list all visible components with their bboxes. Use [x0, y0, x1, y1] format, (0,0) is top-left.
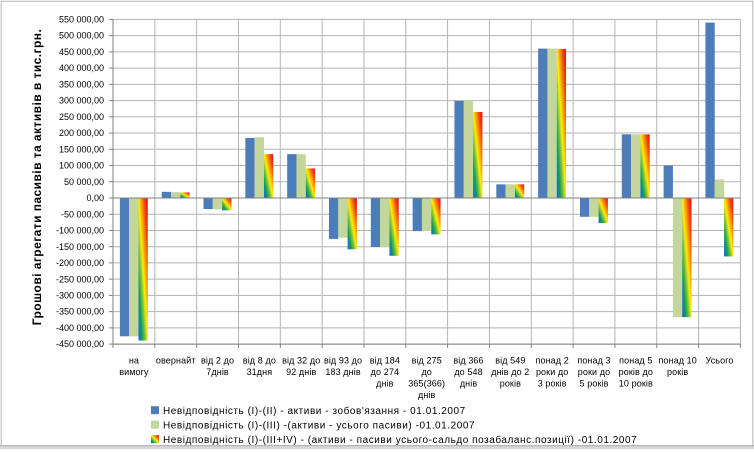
svg-text:92 днів: 92 днів	[286, 367, 316, 377]
svg-text:183 днів: 183 днів	[325, 367, 360, 377]
svg-text:роки до: роки до	[536, 367, 568, 377]
svg-text:-250 000,00: -250 000,00	[56, 274, 104, 284]
svg-text:31дня: 31дня	[247, 367, 273, 377]
svg-text:років: років	[667, 367, 688, 377]
svg-text:250 000,00: 250 000,00	[59, 112, 104, 122]
svg-text:-100 000,00: -100 000,00	[56, 226, 104, 236]
svg-text:-400 000,00: -400 000,00	[56, 323, 104, 333]
svg-text:100 000,00: 100 000,00	[59, 161, 104, 171]
svg-text:-50 000,00: -50 000,00	[61, 209, 104, 219]
svg-text:350 000,00: 350 000,00	[59, 79, 104, 89]
svg-text:200 000,00: 200 000,00	[59, 128, 104, 138]
svg-text:від 549: від 549	[495, 356, 525, 366]
svg-text:150 000,00: 150 000,00	[59, 144, 104, 154]
svg-text:-450 000,00: -450 000,00	[56, 339, 104, 349]
svg-text:до: до	[421, 367, 431, 377]
svg-text:Грошові агрегати пасивів та ак: Грошові агрегати пасивів та активів в ти…	[30, 29, 44, 326]
svg-text:-150 000,00: -150 000,00	[56, 242, 104, 252]
svg-text:років: років	[500, 379, 521, 389]
svg-text:днів: днів	[418, 390, 436, 400]
svg-text:Невідповідність (I)-(III) -(ак: Невідповідність (I)-(III) -(активи - усь…	[163, 420, 475, 431]
svg-text:0,00: 0,00	[86, 193, 104, 203]
svg-text:Невідповідність (I)-(III+IV) -: Невідповідність (I)-(III+IV) - (активи -…	[163, 434, 637, 446]
svg-text:від 8 до: від 8 до	[243, 356, 276, 366]
svg-text:овернайт: овернайт	[156, 356, 196, 366]
svg-text:вимогу: вимогу	[119, 367, 149, 377]
svg-text:років до: років до	[619, 367, 653, 377]
svg-text:понад 5: понад 5	[619, 356, 652, 366]
svg-text:від 184: від 184	[370, 356, 400, 366]
svg-text:5 років: 5 років	[580, 379, 609, 389]
svg-text:500 000,00: 500 000,00	[59, 31, 104, 41]
svg-text:від 32 до: від 32 до	[282, 356, 320, 366]
svg-text:роки до: роки до	[578, 367, 610, 377]
svg-text:Усього: Усього	[705, 356, 733, 366]
svg-text:400 000,00: 400 000,00	[59, 63, 104, 73]
svg-text:до 548: до 548	[454, 367, 482, 377]
svg-text:днів: днів	[460, 379, 478, 389]
svg-text:10 років: 10 років	[619, 379, 653, 389]
svg-text:3 років: 3 років	[538, 379, 567, 389]
svg-text:днів: днів	[376, 379, 394, 389]
svg-text:на: на	[129, 356, 139, 366]
svg-text:до 274: до 274	[371, 367, 399, 377]
svg-text:-350 000,00: -350 000,00	[56, 307, 104, 317]
svg-text:7днів: 7днів	[206, 367, 229, 377]
svg-text:-200 000,00: -200 000,00	[56, 258, 104, 268]
svg-text:450 000,00: 450 000,00	[59, 47, 104, 57]
svg-text:300 000,00: 300 000,00	[59, 96, 104, 106]
svg-text:-300 000,00: -300 000,00	[56, 291, 104, 301]
svg-text:від 93 до: від 93 до	[324, 356, 362, 366]
svg-text:від 275: від 275	[412, 356, 442, 366]
svg-text:365(366): 365(366)	[408, 379, 445, 389]
svg-text:понад 2: понад 2	[536, 356, 569, 366]
svg-text:Невідповідність (I)-(II) - акт: Невідповідність (I)-(II) - активи - зобо…	[163, 405, 466, 417]
svg-text:від 366: від 366	[453, 356, 483, 366]
svg-text:50 000,00: 50 000,00	[64, 177, 104, 187]
svg-text:днів до 2: днів до 2	[491, 367, 529, 377]
svg-text:від 2 до: від 2 до	[201, 356, 234, 366]
svg-text:понад 10: понад 10	[658, 356, 696, 366]
svg-text:понад 3: понад 3	[577, 356, 610, 366]
svg-text:550 000,00: 550 000,00	[59, 15, 104, 25]
